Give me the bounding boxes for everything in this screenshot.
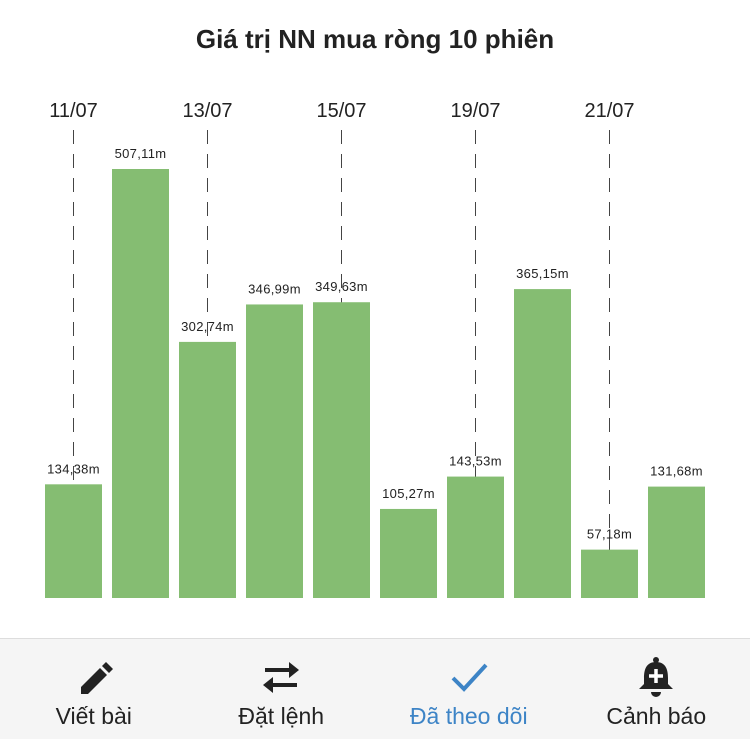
x-tick-label: 21/07 [584, 100, 634, 122]
bar[interactable] [581, 550, 638, 598]
checkmark-icon [449, 657, 489, 697]
bar-value-label: 349,63m [315, 279, 368, 294]
bar[interactable] [45, 484, 102, 598]
bar[interactable] [112, 169, 169, 598]
bar[interactable] [447, 477, 504, 598]
bar[interactable] [380, 509, 437, 598]
tab-label: Đặt lệnh [238, 703, 324, 730]
bar[interactable] [514, 289, 571, 598]
bar-value-label: 143,53m [449, 454, 502, 469]
bar-value-label: 105,27m [382, 486, 435, 501]
bar[interactable] [313, 302, 370, 598]
tab-label: Cảnh báo [606, 703, 706, 730]
bar-value-label: 346,99m [248, 281, 301, 296]
tab-alerts[interactable]: Cảnh báo [563, 639, 750, 739]
bar-value-label: 131,68m [650, 464, 703, 479]
x-tick-label: 19/07 [450, 100, 500, 122]
bar-value-label: 302,74m [181, 319, 234, 334]
x-tick-label: 11/07 [49, 100, 98, 122]
bell-plus-icon [636, 657, 676, 697]
pencil-icon [74, 657, 114, 697]
tab-label: Viết bài [56, 703, 132, 730]
bar-value-label: 365,15m [516, 266, 569, 281]
bar[interactable] [246, 304, 303, 598]
x-tick-label: 13/07 [182, 100, 232, 122]
bar[interactable] [179, 342, 236, 598]
swap-arrows-icon [259, 657, 303, 697]
bar[interactable] [648, 487, 705, 598]
bar-value-label: 134,38m [47, 461, 100, 476]
bar-chart: 11/07 13/07 15/07 19/07 21/07 134,38m 507,11m 3… [0, 0, 750, 630]
bar-value-label: 507,11m [115, 146, 167, 161]
tab-following[interactable]: Đã theo dõi [375, 639, 563, 739]
tab-label: Đã theo dõi [410, 703, 528, 730]
bottom-tab-bar: Viết bài Đặt lệnh Đã theo dõi [0, 638, 750, 739]
tab-place-order[interactable]: Đặt lệnh [188, 639, 376, 739]
bar-value-label: 57,18m [587, 527, 632, 542]
tab-write-post[interactable]: Viết bài [0, 639, 188, 739]
x-tick-label: 15/07 [316, 100, 366, 122]
